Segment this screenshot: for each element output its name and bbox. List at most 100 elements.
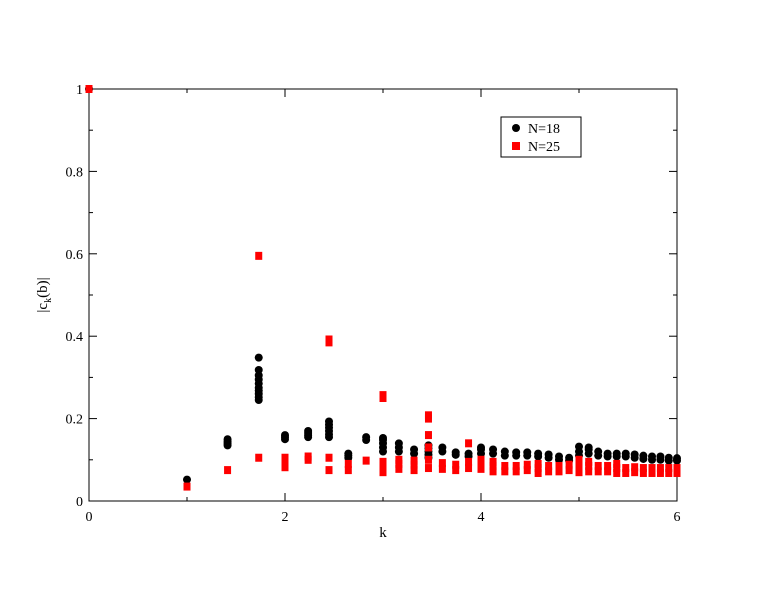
data-point: [639, 464, 647, 473]
data-point: [465, 439, 473, 448]
data-point: [85, 85, 93, 93]
data-point: [555, 452, 564, 461]
data-point: [585, 461, 593, 470]
data-point: [594, 461, 602, 470]
data-point: [575, 464, 583, 473]
data-point: [362, 433, 371, 442]
data-point: [255, 453, 263, 462]
data-point: [584, 443, 593, 452]
data-point: [379, 464, 387, 473]
data-point: [621, 449, 630, 458]
data-point: [438, 464, 446, 473]
data-point: [631, 468, 639, 477]
data-point: [665, 464, 673, 473]
data-point: [344, 466, 352, 475]
data-point: [523, 466, 531, 475]
data-point: [523, 448, 532, 457]
data-point: [575, 455, 583, 464]
data-point: [501, 467, 509, 476]
tick-labels: 0 2 4 6 0 0.2 0.4 0.6 0.8 1: [66, 83, 681, 525]
data-point: [544, 450, 553, 459]
data-point: [477, 464, 485, 473]
data-point: [673, 468, 681, 477]
data-point: [223, 435, 232, 444]
data-point: [630, 450, 639, 459]
data-point: [255, 251, 263, 260]
data-point: [534, 459, 542, 468]
data-point: [534, 464, 542, 473]
data-point: [594, 447, 603, 456]
data-point: [673, 454, 681, 463]
data-point: [501, 461, 509, 470]
data-point: [512, 461, 520, 470]
data-point: [612, 449, 621, 458]
legend-box: [500, 116, 582, 158]
data-point: [325, 466, 333, 475]
data-point: [438, 443, 447, 452]
data-point: [379, 457, 387, 466]
data-point: [656, 452, 665, 461]
data-point: [639, 451, 648, 460]
data-point: [631, 463, 639, 472]
data-point: [281, 463, 289, 472]
series-n-18: [85, 85, 681, 484]
legend-marker-n18: [512, 124, 520, 132]
data-point: [424, 411, 432, 420]
data-point: [622, 468, 630, 477]
data-point: [489, 467, 497, 476]
data-point: [362, 456, 370, 465]
y-axis-label: |ck(b)|: [35, 277, 54, 312]
data-point: [424, 443, 432, 452]
data-point: [254, 365, 263, 374]
data-point: [395, 464, 403, 473]
data-point: [451, 448, 460, 457]
data-point: [183, 482, 191, 491]
data-point: [465, 457, 473, 466]
y-tick-label: 0.4: [66, 330, 84, 345]
data-point: [304, 452, 312, 461]
svg-text:|ck(b)|: |ck(b)|: [35, 277, 54, 312]
legend: N=18 N=25: [500, 116, 582, 158]
data-point: [613, 468, 621, 477]
data-point: [424, 431, 432, 440]
data-point: [477, 459, 485, 468]
data-point: [477, 443, 485, 452]
data-point: [424, 464, 432, 473]
data-point: [379, 433, 387, 442]
data-points: [85, 85, 681, 491]
data-point: [604, 467, 612, 476]
data-point: [395, 459, 403, 468]
legend-label-n18: N=18: [528, 122, 560, 137]
data-point: [410, 445, 419, 454]
data-point: [555, 461, 563, 470]
data-point: [648, 464, 656, 473]
data-point: [603, 449, 612, 458]
data-point: [464, 449, 473, 458]
x-tick-label: 4: [478, 510, 485, 525]
data-point: [613, 459, 621, 468]
y-tick-label: 0.8: [66, 165, 84, 180]
data-point: [477, 455, 485, 464]
data-point: [575, 459, 583, 468]
y-tick-label: 1: [76, 83, 83, 98]
series-n-25: [85, 85, 681, 491]
data-point: [534, 449, 543, 458]
data-point: [585, 467, 593, 476]
data-point: [622, 464, 630, 473]
data-point: [465, 464, 473, 473]
legend-marker-n25: [512, 142, 520, 150]
data-point: [575, 468, 583, 477]
data-point: [254, 353, 263, 362]
data-point: [452, 460, 460, 469]
x-tick-label: 0: [86, 510, 93, 525]
data-point: [325, 453, 333, 462]
data-point: [673, 464, 681, 473]
data-point: [424, 455, 432, 464]
data-point: [410, 460, 418, 469]
data-point: [545, 461, 553, 470]
y-tick-label: 0: [76, 495, 83, 510]
data-point: [304, 426, 313, 435]
data-point: [394, 439, 403, 448]
data-point: [489, 457, 497, 466]
